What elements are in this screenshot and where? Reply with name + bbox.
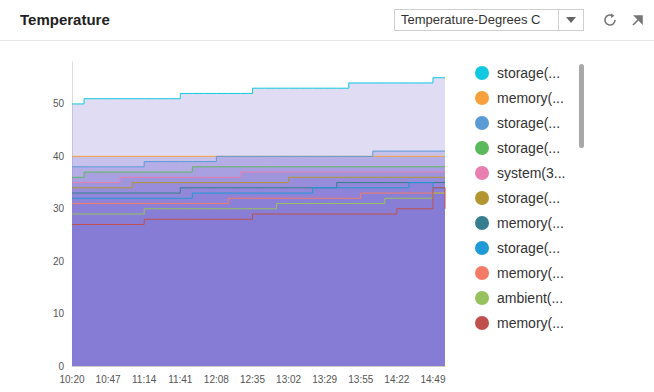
svg-text:12:08: 12:08 — [204, 374, 229, 385]
html-text:system(3...: system(3... — [497, 165, 566, 181]
html-text:memory(...: memory(... — [497, 90, 564, 106]
svg-text:13:29: 13:29 — [312, 374, 337, 385]
html-text:storage(...: storage(... — [497, 140, 560, 156]
svg-text:0: 0 — [58, 361, 64, 372]
html-text:Temperature-Degrees C: Temperature-Degrees C — [401, 12, 541, 27]
html-text:memory(...: memory(... — [497, 315, 564, 331]
svg-text:10:20: 10:20 — [59, 374, 84, 385]
svg-text:14:22: 14:22 — [384, 374, 409, 385]
html-text:storage(...: storage(... — [497, 115, 560, 131]
svg-text:30: 30 — [53, 203, 65, 214]
html-text:storage(...: storage(... — [497, 65, 560, 81]
svg-text:13:55: 13:55 — [348, 374, 373, 385]
svg-text:10: 10 — [53, 308, 65, 319]
svg-text:13:02: 13:02 — [276, 374, 301, 385]
svg-text:12:35: 12:35 — [240, 374, 265, 385]
html-text:memory(...: memory(... — [497, 265, 564, 281]
html-text:storage(...: storage(... — [497, 190, 560, 206]
html-text:memory(...: memory(... — [497, 215, 564, 231]
html-text:storage(...: storage(... — [497, 240, 560, 256]
html-text:ambient(...: ambient(... — [497, 290, 564, 306]
svg-text:14:49: 14:49 — [420, 374, 445, 385]
svg-text:11:41: 11:41 — [168, 374, 193, 385]
svg-text:11:14: 11:14 — [132, 374, 157, 385]
svg-text:40: 40 — [53, 151, 65, 162]
html-text:Temperature: Temperature — [20, 11, 110, 28]
svg-text:10:47: 10:47 — [96, 374, 121, 385]
svg-text:20: 20 — [53, 256, 65, 267]
svg-text:50: 50 — [53, 98, 65, 109]
